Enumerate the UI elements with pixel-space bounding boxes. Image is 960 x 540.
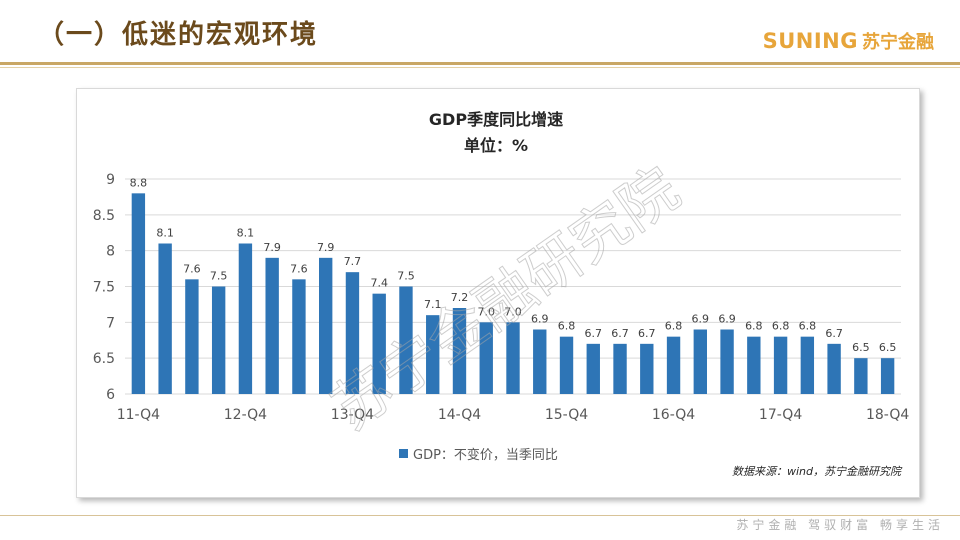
bar bbox=[694, 330, 707, 395]
gdp-bar-chart: GDP季度同比增速 单位：% 9 8.5 8 7.5 7 6.5 6 8.8 8.1 7.6 7.… bbox=[77, 89, 919, 497]
chart-subtitle: 单位：% bbox=[464, 136, 528, 155]
bar bbox=[265, 258, 278, 394]
bar-value-label: 6.7 bbox=[585, 327, 603, 340]
y-tick-label: 8 bbox=[106, 244, 115, 260]
bar bbox=[212, 287, 225, 395]
x-tick-label: 14-Q4 bbox=[438, 407, 481, 423]
y-tick-label: 7.5 bbox=[93, 280, 115, 296]
bar bbox=[640, 344, 653, 394]
bar bbox=[667, 337, 680, 394]
legend-label: GDP：不变价，当季同比 bbox=[413, 447, 558, 463]
bar-value-label: 6.8 bbox=[665, 320, 683, 333]
header-divider bbox=[0, 62, 960, 65]
logo-text-en: SUNING bbox=[763, 29, 858, 53]
bar-value-label: 8.1 bbox=[156, 227, 174, 240]
bar-value-label: 6.8 bbox=[745, 320, 763, 333]
bar-value-label: 7.9 bbox=[317, 241, 335, 254]
bar bbox=[132, 193, 145, 394]
bar-value-label: 7.4 bbox=[370, 277, 388, 290]
x-tick-label: 11-Q4 bbox=[117, 407, 160, 423]
bar bbox=[560, 337, 573, 394]
bar bbox=[533, 330, 546, 395]
bar-value-label: 7.9 bbox=[263, 241, 281, 254]
x-tick-label: 12-Q4 bbox=[224, 407, 267, 423]
footer-slogan: 苏宁金融 驾驭财富 畅享生活 bbox=[736, 516, 944, 533]
suning-logo: SUNING 苏宁金融 bbox=[763, 28, 934, 54]
header-divider-thin bbox=[0, 67, 960, 68]
x-tick-label: 15-Q4 bbox=[545, 407, 588, 423]
bar bbox=[185, 279, 198, 394]
bar-value-label: 8.1 bbox=[237, 227, 255, 240]
bar bbox=[613, 344, 626, 394]
bar bbox=[587, 344, 600, 394]
bar-value-label: 7.7 bbox=[344, 255, 362, 268]
legend-swatch bbox=[399, 449, 408, 458]
bar bbox=[292, 279, 305, 394]
y-tick-label: 9 bbox=[106, 172, 115, 188]
bar bbox=[801, 337, 814, 394]
bar-value-label: 6.5 bbox=[879, 341, 897, 354]
bar bbox=[747, 337, 760, 394]
bar-value-label: 7.5 bbox=[397, 270, 415, 283]
bar-value-label: 6.7 bbox=[825, 327, 843, 340]
bar bbox=[319, 258, 332, 394]
bar-value-label: 6.7 bbox=[638, 327, 656, 340]
slide-title: （一）低迷的宏观环境 bbox=[38, 14, 318, 51]
bar-value-label: 6.8 bbox=[558, 320, 576, 333]
bar bbox=[239, 244, 252, 395]
x-tick-label: 17-Q4 bbox=[759, 407, 802, 423]
x-tick-label: 16-Q4 bbox=[652, 407, 695, 423]
bar-value-label: 6.5 bbox=[852, 341, 870, 354]
bar bbox=[720, 330, 733, 395]
bar bbox=[881, 358, 894, 394]
bar-value-label: 7.6 bbox=[183, 262, 201, 275]
bar bbox=[158, 244, 171, 395]
data-source-note: 数据来源：wind，苏宁金融研究院 bbox=[732, 465, 903, 478]
y-tick-label: 8.5 bbox=[93, 208, 115, 224]
bar-value-label: 6.8 bbox=[772, 320, 790, 333]
chart-panel: GDP季度同比增速 单位：% 9 8.5 8 7.5 7 6.5 6 8.8 8.1 7.6 7.… bbox=[76, 88, 920, 498]
bar-value-label: 7.5 bbox=[210, 270, 228, 283]
bar bbox=[774, 337, 787, 394]
y-tick-label: 6 bbox=[106, 387, 115, 403]
bar-value-label: 6.9 bbox=[692, 313, 710, 326]
bar-value-label: 6.7 bbox=[611, 327, 629, 340]
logo-text-cn: 苏宁金融 bbox=[862, 28, 934, 54]
chart-title: GDP季度同比增速 bbox=[429, 110, 563, 129]
bar-value-label: 7.6 bbox=[290, 262, 308, 275]
bar-value-label: 6.9 bbox=[718, 313, 736, 326]
y-tick-label: 6.5 bbox=[93, 351, 115, 367]
x-tick-label: 18-Q4 bbox=[866, 407, 909, 423]
y-tick-label: 7 bbox=[106, 315, 115, 331]
bar-value-label: 8.8 bbox=[130, 176, 148, 189]
bar bbox=[854, 358, 867, 394]
chart-legend: GDP：不变价，当季同比 bbox=[399, 447, 558, 463]
bar-value-label: 6.8 bbox=[799, 320, 817, 333]
bar bbox=[827, 344, 840, 394]
